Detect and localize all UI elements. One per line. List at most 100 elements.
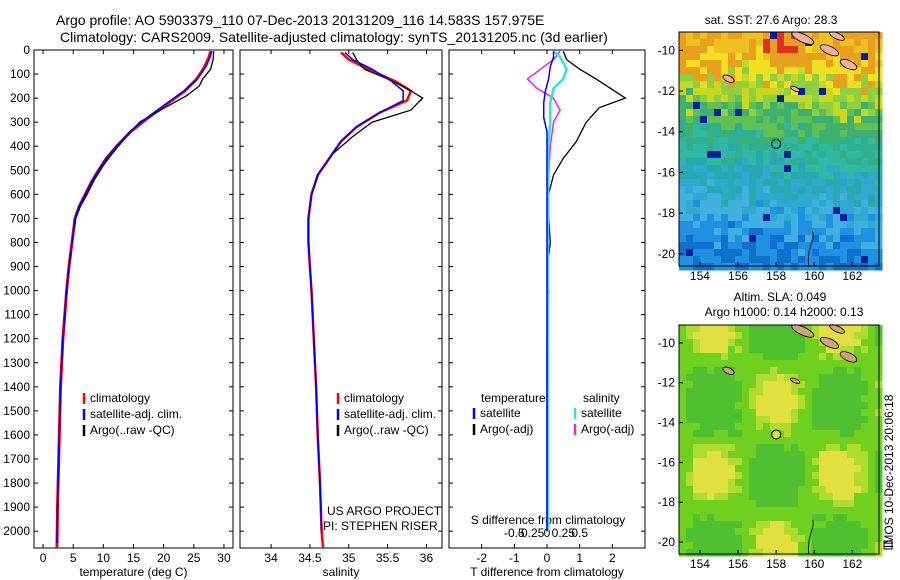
sst-cell [819, 172, 827, 180]
sla-cell [714, 521, 722, 529]
sla-cell [686, 346, 694, 354]
sst-cell [826, 158, 834, 166]
sla-cell [868, 486, 876, 494]
sst-cell [707, 228, 715, 236]
sla-cell [812, 507, 820, 515]
sst-cell [714, 67, 722, 75]
sst-cell [840, 95, 848, 103]
sla-cell [798, 528, 806, 536]
sst-cell [770, 46, 778, 54]
sst-cell [693, 235, 701, 243]
sla-cell [721, 528, 729, 536]
sla-cell [714, 535, 722, 543]
sst-cell [847, 207, 855, 215]
sst-cell [686, 109, 694, 117]
sla-cell [840, 486, 848, 494]
sst-cell [728, 179, 736, 187]
sla-cell [805, 465, 813, 473]
sst-cell [693, 32, 701, 40]
sla-cell [833, 493, 841, 501]
sst-cell [707, 165, 715, 173]
sla-cell [861, 486, 869, 494]
sla-cell [749, 339, 757, 347]
sla-cell [700, 346, 708, 354]
sla-cell [721, 500, 729, 508]
sla-cell [728, 409, 736, 417]
sst-cell [826, 221, 834, 229]
sla-cell [714, 325, 722, 333]
sst-cell [742, 200, 750, 208]
sst-cell [854, 123, 862, 131]
sla-cell [679, 346, 687, 354]
sla-cell [749, 486, 757, 494]
sst-cell [826, 60, 834, 68]
sst-cell [763, 221, 771, 229]
sst-cell [707, 39, 715, 47]
sst-cell [861, 200, 869, 208]
sst-cell [700, 256, 708, 264]
sst-cell [798, 109, 806, 117]
sla-cell [707, 339, 715, 347]
sst-cell [742, 46, 750, 54]
sla-cell [854, 437, 862, 445]
sla-cell [714, 514, 722, 522]
sla-cell [728, 325, 736, 333]
sla-cell [693, 479, 701, 487]
sst-cell [798, 214, 806, 222]
sst-cell [735, 235, 743, 243]
sst-cell [840, 74, 848, 82]
sla-cell [693, 507, 701, 515]
sst-cell [777, 102, 785, 110]
sst-cell [840, 165, 848, 173]
sst-cell [861, 179, 869, 187]
sla-cell [805, 451, 813, 459]
sla-cell [826, 542, 834, 550]
sla-cell [679, 542, 687, 550]
sst-cell [812, 221, 820, 229]
sst-cell [833, 116, 841, 124]
sla-cell [735, 542, 743, 550]
sla-cell [791, 479, 799, 487]
sst-cell [777, 46, 785, 54]
sst-cell [868, 102, 876, 110]
sst-cell [812, 193, 820, 201]
sst-cell [812, 81, 820, 89]
sla-cell [763, 514, 771, 522]
sla-cell [735, 395, 743, 403]
sla-cell [763, 339, 771, 347]
sst-cell [777, 158, 785, 166]
sst-cell [714, 130, 722, 138]
sst-cell [756, 39, 764, 47]
sst-cell [707, 263, 715, 271]
sst-cell [840, 53, 848, 61]
sst-cell [875, 263, 883, 271]
sst-cell [735, 116, 743, 124]
x-tick-label: 5 [70, 551, 77, 565]
sst-cell [763, 249, 771, 257]
sla-cell [868, 507, 876, 515]
sst-cell [770, 151, 778, 159]
sst-cell [714, 200, 722, 208]
sst-cell [749, 242, 757, 250]
sst-cell [693, 144, 701, 152]
sst-cell [819, 158, 827, 166]
sla-cell [721, 402, 729, 410]
sst-cell [777, 249, 785, 257]
sla-cell [861, 465, 869, 473]
sla-cell [819, 346, 827, 354]
sst-cell [819, 144, 827, 152]
sla-cell [840, 381, 848, 389]
sst-cell [686, 53, 694, 61]
sla-cell [798, 514, 806, 522]
sst-cell [868, 235, 876, 243]
sst-cell [728, 60, 736, 68]
sla-cell [861, 500, 869, 508]
sst-cell [728, 193, 736, 201]
sst-cell [679, 102, 687, 110]
sla-cell [686, 472, 694, 480]
sst-cell [749, 235, 757, 243]
sla-cell [763, 437, 771, 445]
sst-cell [735, 144, 743, 152]
sla-cell [693, 535, 701, 543]
sst-cell [721, 32, 729, 40]
